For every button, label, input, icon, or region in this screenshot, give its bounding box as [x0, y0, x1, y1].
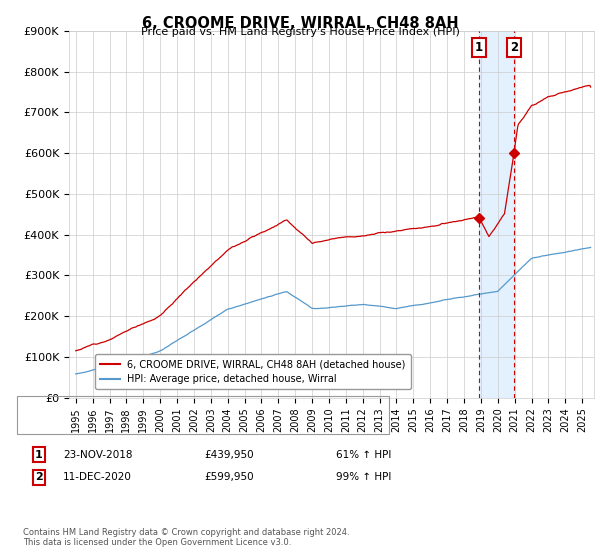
Bar — [479, 31, 514, 398]
Text: 23-NOV-2018: 23-NOV-2018 — [63, 450, 133, 460]
Text: 2: 2 — [510, 41, 518, 54]
Text: 1: 1 — [475, 41, 483, 54]
Text: 1: 1 — [35, 450, 43, 460]
Text: £599,950: £599,950 — [204, 472, 254, 482]
Text: 11-DEC-2020: 11-DEC-2020 — [63, 472, 132, 482]
Legend: 6, CROOME DRIVE, WIRRAL, CH48 8AH (detached house), HPI: Average price, detached: 6, CROOME DRIVE, WIRRAL, CH48 8AH (detac… — [95, 354, 410, 389]
Text: Contains HM Land Registry data © Crown copyright and database right 2024.
This d: Contains HM Land Registry data © Crown c… — [23, 528, 349, 547]
Text: 99% ↑ HPI: 99% ↑ HPI — [336, 472, 391, 482]
Text: 2: 2 — [35, 472, 43, 482]
Text: 61% ↑ HPI: 61% ↑ HPI — [336, 450, 391, 460]
Text: 6, CROOME DRIVE, WIRRAL, CH48 8AH: 6, CROOME DRIVE, WIRRAL, CH48 8AH — [142, 16, 458, 31]
Text: £439,950: £439,950 — [204, 450, 254, 460]
Text: Price paid vs. HM Land Registry's House Price Index (HPI): Price paid vs. HM Land Registry's House … — [140, 27, 460, 37]
